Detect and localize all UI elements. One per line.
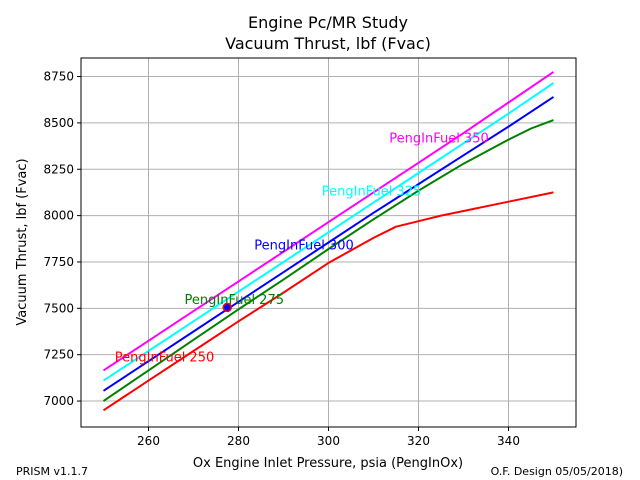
series-lines (102, 71, 555, 412)
chart-title: Engine Pc/MR Study (248, 13, 408, 32)
series-label-3: PengInFuel 300 (254, 238, 354, 253)
series-line-5 (102, 71, 555, 372)
design-point-marker (222, 302, 232, 313)
y-tick-label: 8000 (43, 209, 74, 223)
y-tick-label: 8750 (43, 70, 74, 84)
y-axis-ticks: 7000 7250 7500 7750 8000 8250 8500 8750 (43, 70, 81, 408)
series-line-3 (102, 96, 555, 392)
chart-subtitle: Vacuum Thrust, lbf (Fvac) (225, 34, 431, 53)
series-label-5: PengInFuel 350 (389, 132, 489, 147)
series-line-2 (102, 119, 554, 402)
markers (222, 302, 232, 313)
y-tick-label: 7500 (43, 301, 74, 315)
series-label-4: PengInFuel 325 (322, 185, 422, 200)
series-annotations: PengInFuel 250 PengInFuel 275 PengInFuel 3… (115, 132, 489, 366)
x-tick-label: 340 (497, 434, 520, 448)
footer-credit: O.F. Design 05/05/2018) (491, 465, 623, 478)
y-tick-label: 7750 (43, 255, 74, 269)
x-tick-label: 320 (407, 434, 430, 448)
series-label-2: PengInFuel 275 (185, 293, 285, 308)
x-axis-label: Ox Engine Inlet Pressure, psia (PengInOx… (193, 456, 463, 471)
series-line-1 (102, 191, 554, 412)
y-tick-label: 8250 (43, 162, 74, 176)
grid (81, 58, 576, 427)
x-tick-label: 260 (137, 434, 160, 448)
plot-frame (80, 57, 577, 428)
y-tick-label: 7250 (43, 348, 74, 362)
y-tick-label: 7000 (43, 394, 74, 408)
series-line-4 (102, 82, 555, 382)
y-axis-label: Vacuum Thrust, lbf (Fvac) (15, 158, 30, 325)
series-label-1: PengInFuel 250 (115, 351, 215, 366)
y-tick-label: 8500 (43, 116, 74, 130)
x-tick-label: 280 (227, 434, 250, 448)
footer-version: PRISM v1.1.7 (16, 465, 88, 478)
x-axis-ticks: 260 280 300 320 340 (137, 427, 520, 448)
x-tick-label: 300 (317, 434, 340, 448)
